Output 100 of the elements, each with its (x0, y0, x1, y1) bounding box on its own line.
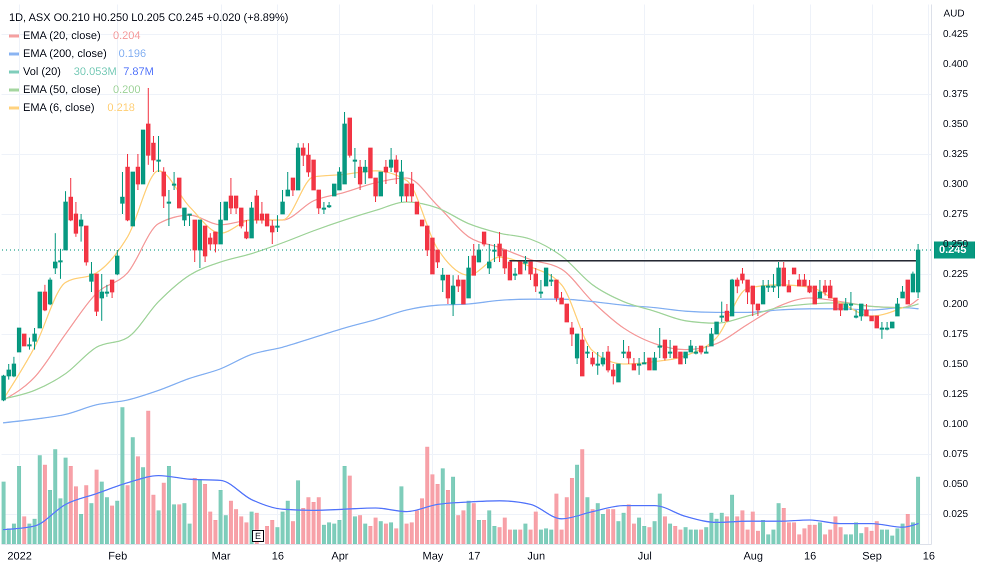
candlestick (652, 352, 657, 370)
bar (296, 480, 300, 544)
candlestick (358, 160, 362, 190)
candlestick (512, 268, 518, 280)
x-tick-label: 2022 (7, 550, 32, 562)
candlestick (440, 268, 445, 292)
bar (451, 476, 456, 544)
annotation: E (254, 531, 262, 541)
bar (575, 464, 580, 544)
candlestick (900, 286, 905, 298)
annotation: 30.053M (74, 66, 117, 78)
bar (668, 524, 672, 544)
candlestick (590, 352, 595, 367)
bar (440, 468, 445, 544)
candlestick (720, 301, 724, 322)
x-tick-label: 16 (922, 550, 936, 562)
legend-label: EMA (50, close) (23, 84, 101, 96)
candlestick (378, 172, 383, 196)
y-tick-label: 0.075 (943, 449, 968, 460)
bar (89, 503, 94, 544)
x-tick-label: 17 (468, 550, 480, 562)
candlestick (120, 172, 125, 214)
y-tick-label: 0.325 (943, 149, 968, 160)
bar (141, 467, 146, 544)
x-tick-label: Aug (743, 550, 764, 562)
candlestick (399, 160, 404, 202)
text: 1D, ASX O0.210 H0.250 L0.205 C0.245 +0.020 (+8.89%) (9, 12, 288, 24)
candlestick (906, 280, 910, 304)
bar (818, 522, 822, 544)
bar (79, 514, 84, 544)
bar (466, 500, 471, 544)
candlestick (156, 136, 161, 172)
bar (906, 514, 910, 544)
annotation: 7.87M (123, 66, 154, 78)
bar (84, 485, 88, 544)
annotation: 0.196 (118, 48, 146, 60)
bar (647, 527, 652, 544)
candlestick (388, 148, 394, 172)
bar (482, 520, 486, 544)
candlestick (27, 337, 32, 350)
bar (22, 516, 26, 544)
y-tick-label: 0.350 (943, 119, 968, 130)
x-tick-label: Sep (862, 550, 882, 562)
candlestick (895, 298, 900, 316)
line-series (2, 474, 919, 530)
y-tick-label: 0.275 (943, 209, 968, 220)
line-series (2, 298, 919, 424)
bar (399, 486, 404, 544)
bar (110, 506, 114, 544)
candlestick (166, 190, 172, 226)
bar (352, 516, 357, 544)
legend-label: EMA (20, close) (23, 30, 101, 42)
annotation: 0.218 (107, 102, 135, 114)
bar (662, 516, 667, 544)
x-tick-label: Jul (638, 550, 652, 562)
bar (730, 494, 734, 544)
bar (580, 449, 584, 544)
bar (42, 464, 47, 544)
candlestick (647, 358, 652, 370)
candlestick (472, 244, 476, 276)
bar (523, 524, 528, 544)
candlestick (724, 304, 730, 322)
y-tick-label: 0.025 (943, 509, 968, 520)
candlestick (658, 328, 662, 358)
bar (394, 528, 398, 544)
bar (518, 530, 522, 544)
candlestick (538, 280, 544, 298)
candlestick (89, 262, 94, 292)
y-tick-label: 0.400 (943, 59, 968, 70)
candlestick (110, 280, 114, 298)
bar (378, 521, 383, 544)
x-tick-label: Mar (212, 550, 231, 562)
bar (290, 521, 295, 544)
candlestick (48, 277, 52, 306)
x-tick-label: Jun (527, 550, 546, 562)
candlestick (42, 284, 48, 312)
candlestick (818, 280, 822, 298)
candlestick (662, 340, 668, 361)
candlestick (394, 154, 398, 184)
y-tick-label: 0.175 (943, 329, 968, 340)
candlestick (414, 202, 420, 214)
annotation: 0.204 (113, 30, 141, 42)
candlestick (518, 262, 522, 274)
candlestick (32, 328, 37, 350)
candlestick (523, 256, 528, 271)
legend-label: EMA (200, close) (23, 48, 107, 60)
candlestick (450, 274, 456, 316)
bar (472, 503, 476, 544)
y-tick-label: 0.200 (943, 299, 968, 310)
candlestick (162, 166, 166, 208)
candlestick (616, 364, 621, 382)
candlestick (352, 148, 358, 178)
x-tick-label: 16 (272, 550, 284, 562)
candlestick (136, 154, 140, 190)
candlestick (78, 214, 84, 242)
bar (192, 478, 197, 544)
bar (476, 520, 481, 544)
candlestick (570, 322, 574, 346)
bar (136, 456, 140, 544)
bar (724, 516, 729, 544)
